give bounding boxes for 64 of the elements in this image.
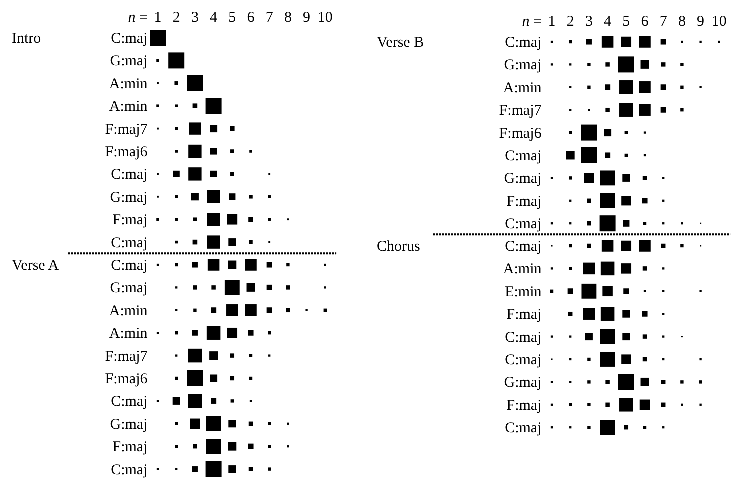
text: Chorus	[377, 239, 420, 255]
x-tick-label: 5	[228, 10, 236, 26]
y-tick-label: C:maj	[111, 258, 148, 274]
y-tick-label: C:maj	[111, 394, 148, 410]
y-tick-label: F:maj7	[499, 103, 542, 120]
x-tick-label: 7	[266, 10, 274, 26]
y-tick-label: F:maj	[506, 398, 542, 414]
x-tick-label: 2	[172, 10, 180, 26]
y-tick-label: F:maj	[112, 440, 148, 456]
y-tick-label: F:maj6	[499, 126, 542, 142]
x-tick-label: 1	[154, 10, 162, 26]
y-tick-label: A:min	[109, 76, 148, 92]
x-tick-label: 4	[604, 14, 612, 30]
x-tick-label: 9	[303, 10, 311, 26]
y-tick-label: F:maj	[506, 194, 542, 210]
y-tick-label: C:maj	[505, 330, 542, 346]
y-tick-label: G:maj	[110, 54, 148, 70]
y-tick-label: C:maj	[111, 31, 148, 47]
text: Intro	[12, 31, 42, 47]
y-tick-label: G:maj	[110, 416, 148, 433]
y-tick-label: A:min	[503, 262, 542, 278]
text: Verse A	[12, 258, 60, 274]
y-tick-label: C:maj	[505, 216, 542, 233]
y-tick-label: F:maj	[112, 212, 148, 229]
y-tick-label: C:maj	[111, 167, 148, 184]
x-tick-label: 6	[247, 10, 256, 26]
y-tick-label: C:maj	[505, 352, 542, 368]
y-tick-label: G:maj	[110, 190, 148, 206]
x-tick-label: 10	[318, 10, 333, 26]
x-tick-label: 8	[678, 14, 686, 30]
y-tick-label: C:maj	[505, 239, 542, 255]
y-tick-label: G:maj	[504, 171, 542, 188]
y-tick-label: A:min	[109, 326, 148, 342]
x-tick-label: 9	[697, 14, 705, 30]
y-tick-label: F:maj7	[105, 348, 148, 365]
x-tick-label: 2	[566, 14, 574, 30]
y-tick-label: A:min	[109, 99, 148, 116]
y-tick-label: A:min	[109, 303, 148, 320]
x-tick-label: 7	[660, 14, 668, 30]
x-axis-title: n =	[128, 10, 148, 26]
y-tick-label: G:maj	[504, 58, 542, 74]
y-tick-label: F:maj	[506, 307, 542, 324]
x-tick-label: 10	[712, 14, 727, 30]
y-tick-label: F:maj6	[105, 144, 148, 160]
x-tick-label: 6	[641, 14, 650, 30]
y-tick-label: C:maj	[111, 462, 148, 478]
x-tick-label: 3	[585, 14, 593, 30]
x-axis-title: n =	[522, 14, 542, 30]
y-tick-label: G:maj	[504, 375, 542, 392]
y-tick-label: A:min	[503, 80, 542, 96]
y-tick-label: C:maj	[111, 235, 148, 252]
x-tick-label: 5	[622, 14, 630, 30]
y-tick-label: E:min	[505, 284, 542, 300]
x-tick-label: 3	[191, 10, 199, 26]
y-tick-label: F:maj6	[105, 372, 148, 388]
y-tick-label: F:maj7	[105, 122, 148, 138]
text: Verse B	[377, 35, 424, 51]
y-tick-label: C:maj	[505, 420, 542, 437]
y-tick-label: C:maj	[505, 148, 542, 164]
x-tick-label: 8	[284, 10, 292, 26]
x-tick-label: 4	[210, 10, 218, 26]
y-tick-label: G:maj	[110, 280, 148, 297]
x-tick-label: 1	[548, 14, 556, 30]
y-tick-label: C:maj	[505, 35, 542, 51]
